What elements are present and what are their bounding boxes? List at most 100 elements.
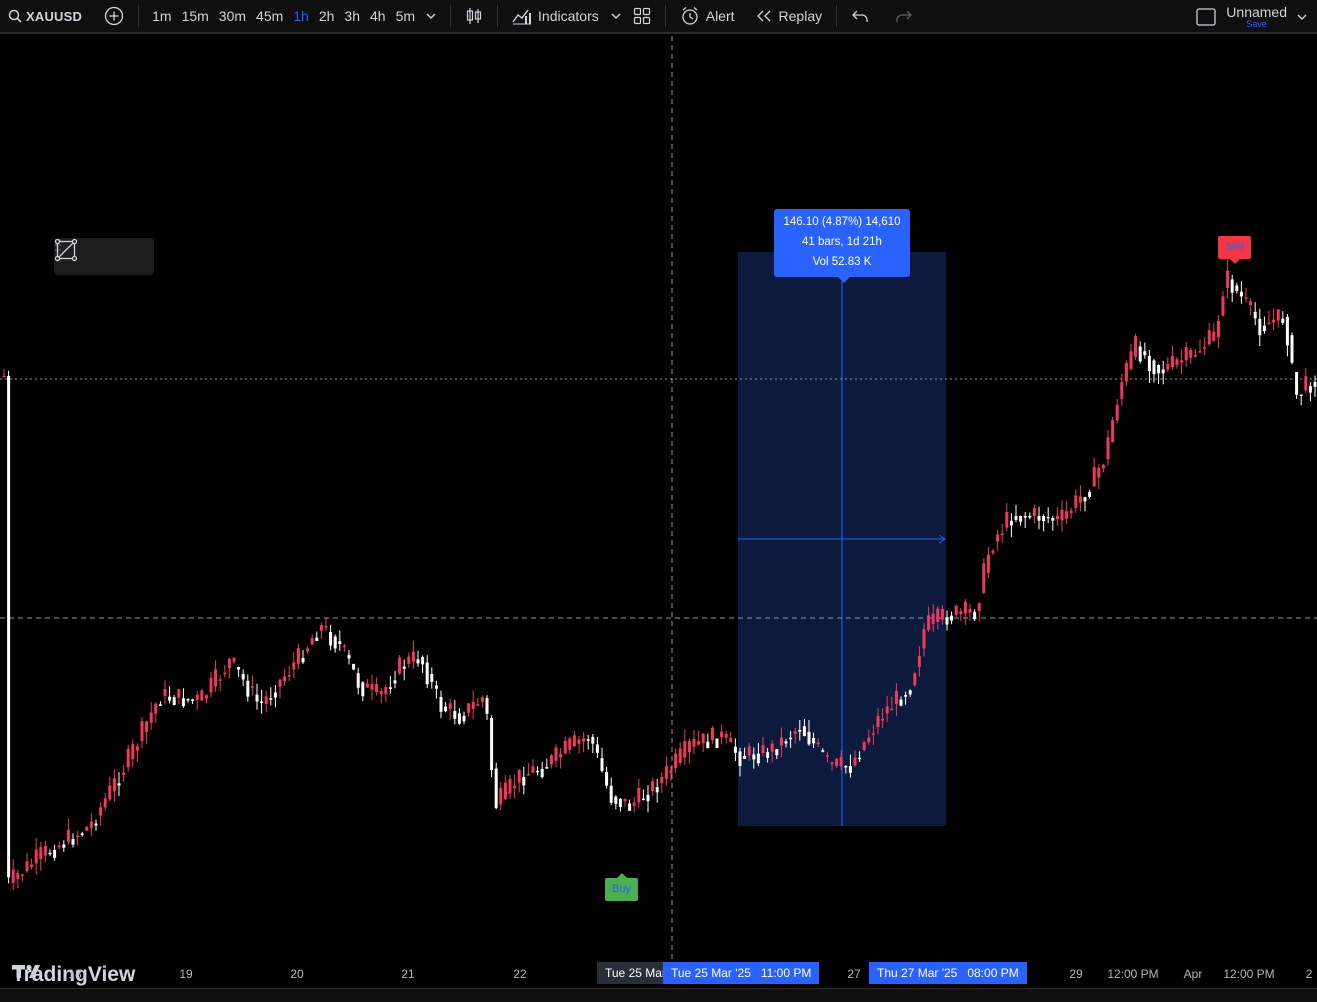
chart-type-button[interactable] bbox=[459, 0, 489, 33]
candle-body bbox=[881, 718, 885, 721]
candle-body bbox=[269, 698, 273, 700]
candle-body bbox=[747, 746, 751, 756]
candle-body bbox=[333, 636, 337, 649]
candle-body bbox=[807, 731, 811, 745]
candle-body bbox=[1092, 466, 1096, 487]
search-icon bbox=[8, 9, 22, 23]
candle-body bbox=[743, 756, 747, 759]
layout-name-button[interactable]: Unnamed Save bbox=[1226, 5, 1287, 29]
indicators-button[interactable]: Indicators bbox=[506, 0, 605, 33]
candle-body bbox=[1120, 382, 1124, 400]
candle-body bbox=[434, 685, 438, 689]
candle-body bbox=[761, 745, 765, 753]
alert-button[interactable]: Alert bbox=[674, 0, 741, 33]
indicators-dropdown[interactable] bbox=[605, 0, 627, 33]
candle-body bbox=[858, 757, 862, 760]
candle-body bbox=[1272, 319, 1276, 323]
candle-body bbox=[784, 741, 788, 744]
timeframe-5m[interactable]: 5m bbox=[395, 8, 416, 24]
chevron-down-icon bbox=[426, 13, 436, 19]
candle-body bbox=[641, 798, 645, 801]
divider bbox=[497, 5, 499, 27]
candle-body bbox=[329, 632, 333, 646]
candle-body bbox=[177, 689, 181, 698]
candle-body bbox=[729, 737, 733, 743]
candlestick-icon bbox=[466, 8, 482, 24]
candle-body bbox=[356, 673, 360, 688]
candle-body bbox=[16, 873, 20, 879]
candle-body bbox=[908, 690, 912, 695]
candle-body bbox=[126, 748, 130, 768]
timeframe-3h[interactable]: 3h bbox=[344, 8, 360, 24]
candle-body bbox=[99, 807, 103, 816]
plus-circle-icon bbox=[104, 6, 124, 26]
candle-body bbox=[503, 782, 507, 800]
square-icon bbox=[1196, 8, 1216, 26]
candle-body bbox=[494, 768, 498, 809]
timeframe-15m[interactable]: 15m bbox=[181, 8, 209, 24]
candle-body bbox=[421, 657, 425, 665]
chart-pane[interactable]: 146.10 (4.87%) 14,610 41 bars, 1d 21h Vo… bbox=[0, 36, 1317, 986]
compare-symbol-button[interactable] bbox=[98, 0, 130, 33]
candle-body bbox=[517, 769, 521, 783]
candle-body bbox=[20, 874, 24, 877]
candle-body bbox=[80, 833, 84, 835]
redo-button[interactable] bbox=[889, 0, 919, 33]
candle-body bbox=[310, 638, 314, 645]
fullscreen-button[interactable] bbox=[1196, 8, 1216, 26]
candle-body bbox=[439, 697, 443, 712]
candle-body bbox=[1299, 394, 1303, 397]
candle-body bbox=[1152, 360, 1156, 375]
timeframe-30m[interactable]: 30m bbox=[218, 8, 247, 24]
layout-dropdown[interactable] bbox=[1297, 13, 1307, 21]
timeframe-4h[interactable]: 4h bbox=[370, 8, 386, 24]
templates-button[interactable] bbox=[627, 0, 657, 33]
candle-body bbox=[825, 755, 829, 757]
tradingview-logo[interactable]: TradingView bbox=[12, 963, 135, 987]
candle-body bbox=[623, 798, 627, 802]
candle-body bbox=[140, 721, 144, 742]
candle-body bbox=[710, 727, 714, 741]
candle-body bbox=[996, 534, 1000, 542]
candle-body bbox=[821, 750, 825, 752]
candle-body bbox=[163, 689, 167, 697]
indicators-icon bbox=[512, 9, 532, 25]
candle-body bbox=[1285, 316, 1289, 346]
candle-body bbox=[660, 777, 664, 784]
candle-body bbox=[651, 781, 655, 791]
candle-body bbox=[1111, 420, 1115, 442]
candle-body bbox=[931, 613, 935, 625]
candle-body bbox=[1258, 318, 1262, 336]
timeframe-dropdown[interactable] bbox=[420, 0, 442, 33]
rectangle-tool-icon[interactable] bbox=[54, 238, 78, 262]
candle-body bbox=[605, 772, 609, 786]
candle-body bbox=[204, 695, 208, 699]
candle-body bbox=[34, 849, 38, 864]
candle-body bbox=[352, 664, 356, 670]
candle-body bbox=[292, 662, 296, 670]
timeframe-1m[interactable]: 1m bbox=[152, 8, 172, 24]
candle-body bbox=[1134, 336, 1138, 357]
symbol-search[interactable]: XAUUSD bbox=[0, 0, 82, 33]
price-chart[interactable] bbox=[0, 36, 1317, 960]
candle-body bbox=[683, 741, 687, 758]
candle-body bbox=[945, 617, 949, 625]
candle-body bbox=[319, 624, 323, 631]
drag-handle-icon[interactable] bbox=[54, 238, 62, 252]
undo-button[interactable] bbox=[845, 0, 875, 33]
candle-body bbox=[913, 673, 917, 686]
timeframe-2h[interactable]: 2h bbox=[318, 8, 335, 24]
candle-body bbox=[752, 754, 756, 760]
replay-button[interactable]: Replay bbox=[749, 0, 829, 33]
time-axis[interactable]: 18 19 20 21 22 27 29 12:00 PM Apr 12:00 … bbox=[0, 960, 1317, 988]
candle-body bbox=[540, 768, 544, 777]
candle-body bbox=[609, 785, 613, 803]
indicators-label: Indicators bbox=[538, 8, 599, 24]
candle-body bbox=[986, 554, 990, 573]
candle-body bbox=[572, 735, 576, 747]
timeframe-1h[interactable]: 1h bbox=[293, 8, 309, 24]
candle-body bbox=[1005, 511, 1009, 528]
candle-body bbox=[1193, 355, 1197, 357]
candle-body bbox=[1216, 320, 1220, 337]
timeframe-45m[interactable]: 45m bbox=[256, 8, 284, 24]
